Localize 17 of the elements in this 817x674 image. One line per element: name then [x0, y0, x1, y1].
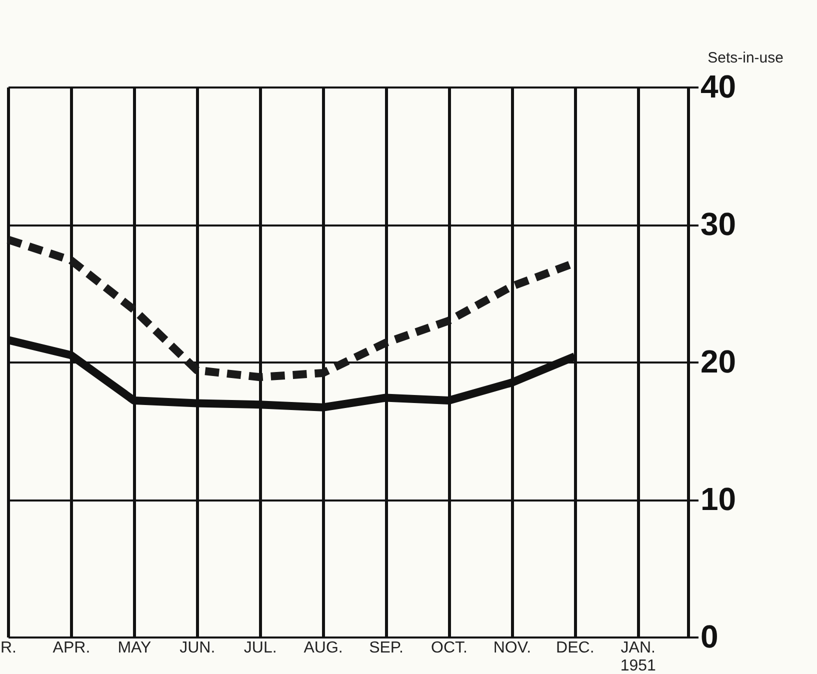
x-tick-label: JAN. 1951: [620, 640, 656, 674]
y-tick-label: 20: [700, 344, 736, 380]
y-tick-label: 40: [700, 68, 736, 104]
x-tick-label: SEP.: [369, 640, 404, 656]
x-tick-label: MAY: [118, 640, 152, 656]
x-tick-label: R.: [0, 640, 16, 656]
y-axis-title: Sets-in-use: [708, 50, 784, 66]
x-tick-label: JUN.: [180, 640, 216, 656]
y-tick-label: 10: [700, 481, 736, 517]
x-tick-label: OCT.: [431, 640, 468, 656]
x-tick-label: DEC.: [556, 640, 594, 656]
x-tick-label: JUL.: [244, 640, 277, 656]
y-tick-label: 30: [700, 206, 736, 242]
y-tick-label: 0: [700, 618, 718, 654]
x-tick-label: AUG.: [304, 640, 343, 656]
x-tick-label: APR.: [52, 640, 90, 656]
x-tick-label: NOV.: [493, 640, 532, 656]
